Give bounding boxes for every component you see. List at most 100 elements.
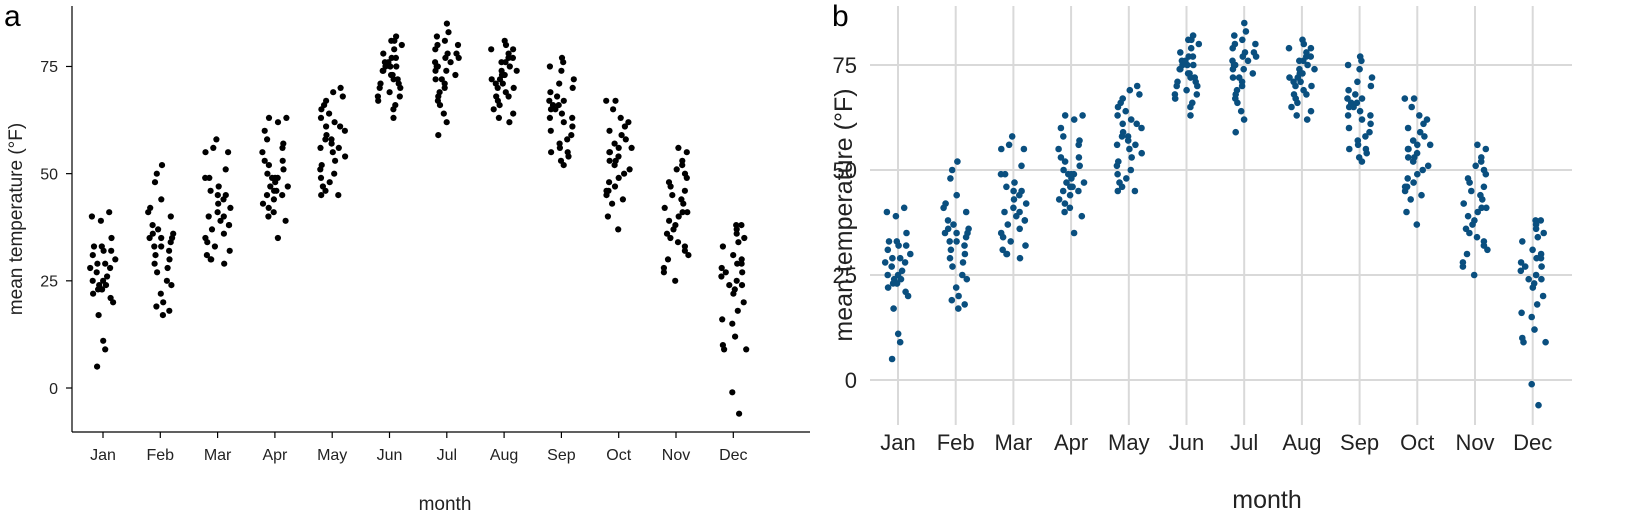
data-point-mar [1016, 192, 1023, 199]
data-point-mar [225, 149, 231, 155]
data-point-dec [1528, 314, 1535, 321]
data-point-feb [953, 284, 960, 291]
data-point-feb [953, 230, 960, 237]
data-point-mar [206, 175, 212, 181]
data-point-mar [221, 261, 227, 267]
data-point-aug [1303, 91, 1310, 98]
panel-b-x-axis-label: month [1232, 486, 1301, 514]
data-point-sep [1354, 79, 1361, 86]
panel-b: b 0255075 Jan Feb Mar Apr May Jun Jul Aug Sep Oct… [830, 0, 1572, 514]
data-point-oct [629, 145, 635, 151]
x-tick-label-apr: Apr [1054, 430, 1088, 455]
data-point-apr [264, 136, 270, 142]
data-point-jul [1241, 116, 1248, 123]
data-point-jan [110, 299, 116, 305]
data-point-feb [963, 234, 970, 241]
data-point-oct [1421, 133, 1428, 140]
data-point-dec [736, 411, 742, 417]
data-point-jun [391, 38, 397, 44]
data-point-apr [1081, 179, 1088, 186]
data-point-mar [1022, 242, 1029, 249]
data-point-jun [1187, 112, 1194, 119]
data-point-may [1133, 121, 1140, 128]
x-tick-label-jun: Jun [1169, 430, 1204, 455]
data-point-apr [1067, 205, 1074, 212]
data-point-jan [885, 247, 892, 254]
y-tick-label-50: 50 [40, 166, 58, 183]
data-point-dec [1520, 339, 1527, 346]
data-point-apr [1079, 213, 1086, 220]
data-point-jul [1232, 62, 1239, 69]
data-point-may [1115, 188, 1122, 195]
data-point-apr [265, 213, 271, 219]
data-point-dec [1540, 293, 1547, 300]
data-point-jan [95, 286, 101, 292]
data-point-nov [1469, 221, 1476, 228]
y-tick-label-0: 0 [845, 368, 857, 393]
data-point-oct [612, 183, 618, 189]
data-point-feb [155, 226, 161, 232]
data-point-oct [1420, 121, 1427, 128]
data-point-sep [557, 145, 563, 151]
data-point-apr [1060, 188, 1067, 195]
data-point-jan [90, 291, 96, 297]
data-point-jan [884, 209, 891, 216]
x-tick-label-dec: Dec [719, 447, 747, 464]
data-point-aug [507, 63, 513, 69]
data-point-nov [1478, 205, 1485, 212]
data-point-jan [90, 278, 96, 284]
data-point-oct [623, 136, 629, 142]
x-tick-label-sep: Sep [547, 447, 576, 464]
data-point-may [1134, 83, 1141, 90]
data-point-jun [1196, 41, 1203, 48]
x-tick-label-nov: Nov [662, 447, 690, 464]
x-tick-label-mar: Mar [204, 447, 232, 464]
data-point-aug [1288, 104, 1295, 111]
data-point-jun [1183, 87, 1190, 94]
data-point-nov [1483, 171, 1490, 178]
x-tick-label-aug: Aug [490, 447, 518, 464]
data-point-nov [1481, 184, 1488, 191]
data-point-aug [1311, 66, 1318, 73]
data-point-dec [1542, 339, 1549, 346]
data-point-oct [606, 128, 612, 134]
data-point-oct [1408, 104, 1415, 111]
data-point-sep [1345, 62, 1352, 69]
data-point-oct [616, 175, 622, 181]
data-point-jan [895, 331, 902, 338]
data-point-oct [1414, 221, 1421, 228]
x-tick-label-jul: Jul [437, 447, 457, 464]
x-tick-label-jun: Jun [377, 447, 403, 464]
data-point-jun [397, 85, 403, 91]
data-point-may [317, 145, 323, 151]
data-point-aug [1286, 45, 1293, 52]
data-point-dec [735, 308, 741, 314]
data-point-sep [569, 123, 575, 129]
x-tick-label-apr: Apr [262, 447, 288, 464]
data-point-apr [1062, 112, 1069, 119]
data-point-dec [1529, 247, 1536, 254]
data-point-oct [622, 123, 628, 129]
data-point-jul [435, 132, 441, 138]
data-point-nov [668, 183, 674, 189]
data-point-nov [680, 209, 686, 215]
data-point-may [327, 179, 333, 185]
data-point-feb [963, 209, 970, 216]
data-point-jan [91, 243, 97, 249]
data-point-may [1114, 112, 1121, 119]
data-point-aug [1301, 41, 1308, 48]
data-point-aug [1308, 83, 1315, 90]
x-tick-label-oct: Oct [1400, 430, 1434, 455]
data-point-jan [893, 213, 900, 220]
data-point-jul [444, 119, 450, 125]
data-point-mar [1011, 179, 1018, 186]
data-point-jul [1241, 20, 1248, 27]
data-point-sep [556, 102, 562, 108]
data-point-jan [94, 269, 100, 275]
data-point-sep [547, 63, 553, 69]
data-point-nov [670, 226, 676, 232]
data-point-sep [547, 115, 553, 121]
data-point-oct [607, 149, 613, 155]
data-point-mar [212, 243, 218, 249]
data-point-jan [106, 209, 112, 215]
